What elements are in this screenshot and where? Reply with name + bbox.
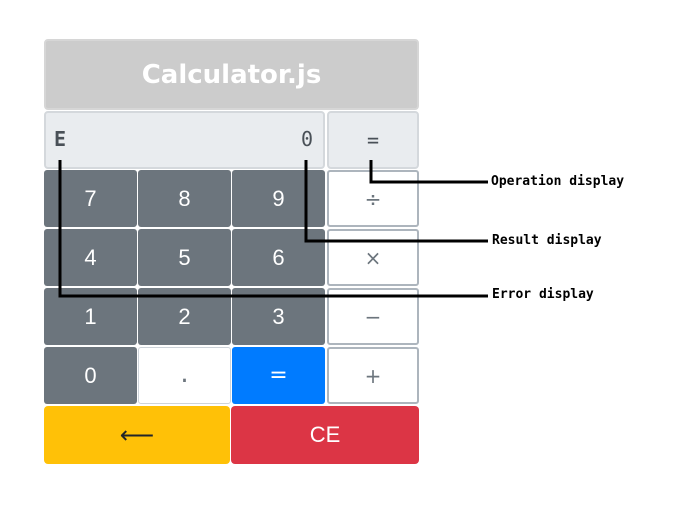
calculator: Calculator.js E 0 = 7 8 9 4 5 6 1 2 3 0 … <box>44 39 419 464</box>
key-6[interactable]: 6 <box>232 229 325 286</box>
key-divide[interactable]: ÷ <box>327 170 419 227</box>
key-5[interactable]: 5 <box>138 229 231 286</box>
key-equals[interactable]: = <box>232 347 325 404</box>
result-display: 0 <box>300 127 313 151</box>
operation-display: = <box>327 111 419 169</box>
key-multiply[interactable]: × <box>327 229 419 286</box>
key-add[interactable]: + <box>327 347 419 404</box>
error-display: E <box>54 127 67 151</box>
sparkle-decoration: ✦ <box>132 280 142 294</box>
error-display-annotation: Error display <box>492 287 594 302</box>
sparkle-decoration: ✦ <box>226 280 236 294</box>
key-0[interactable]: 0 <box>44 347 137 404</box>
key-7[interactable]: 7 <box>44 170 137 227</box>
key-2[interactable]: 2 <box>138 288 231 345</box>
key-subtract[interactable]: − <box>327 288 419 345</box>
sparkle-decoration: ✦ <box>226 221 236 235</box>
operation-display-annotation: Operation display <box>491 174 625 189</box>
key-8[interactable]: 8 <box>138 170 231 227</box>
key-3[interactable]: 3 <box>232 288 325 345</box>
backspace-button[interactable]: ⟵ <box>44 406 230 464</box>
key-9[interactable]: 9 <box>232 170 325 227</box>
key-1[interactable]: 1 <box>44 288 137 345</box>
key-decimal[interactable]: . <box>138 347 231 404</box>
sparkle-decoration: ✦ <box>132 221 142 235</box>
sparkle-decoration: ✦ <box>132 339 142 353</box>
key-4[interactable]: 4 <box>44 229 137 286</box>
result-display-annotation: Result display <box>492 233 602 248</box>
clear-entry-button[interactable]: CE <box>231 406 419 464</box>
display-panel: E 0 <box>44 111 325 169</box>
calculator-title: Calculator.js <box>44 39 419 110</box>
sparkle-decoration: ✦ <box>226 339 236 353</box>
